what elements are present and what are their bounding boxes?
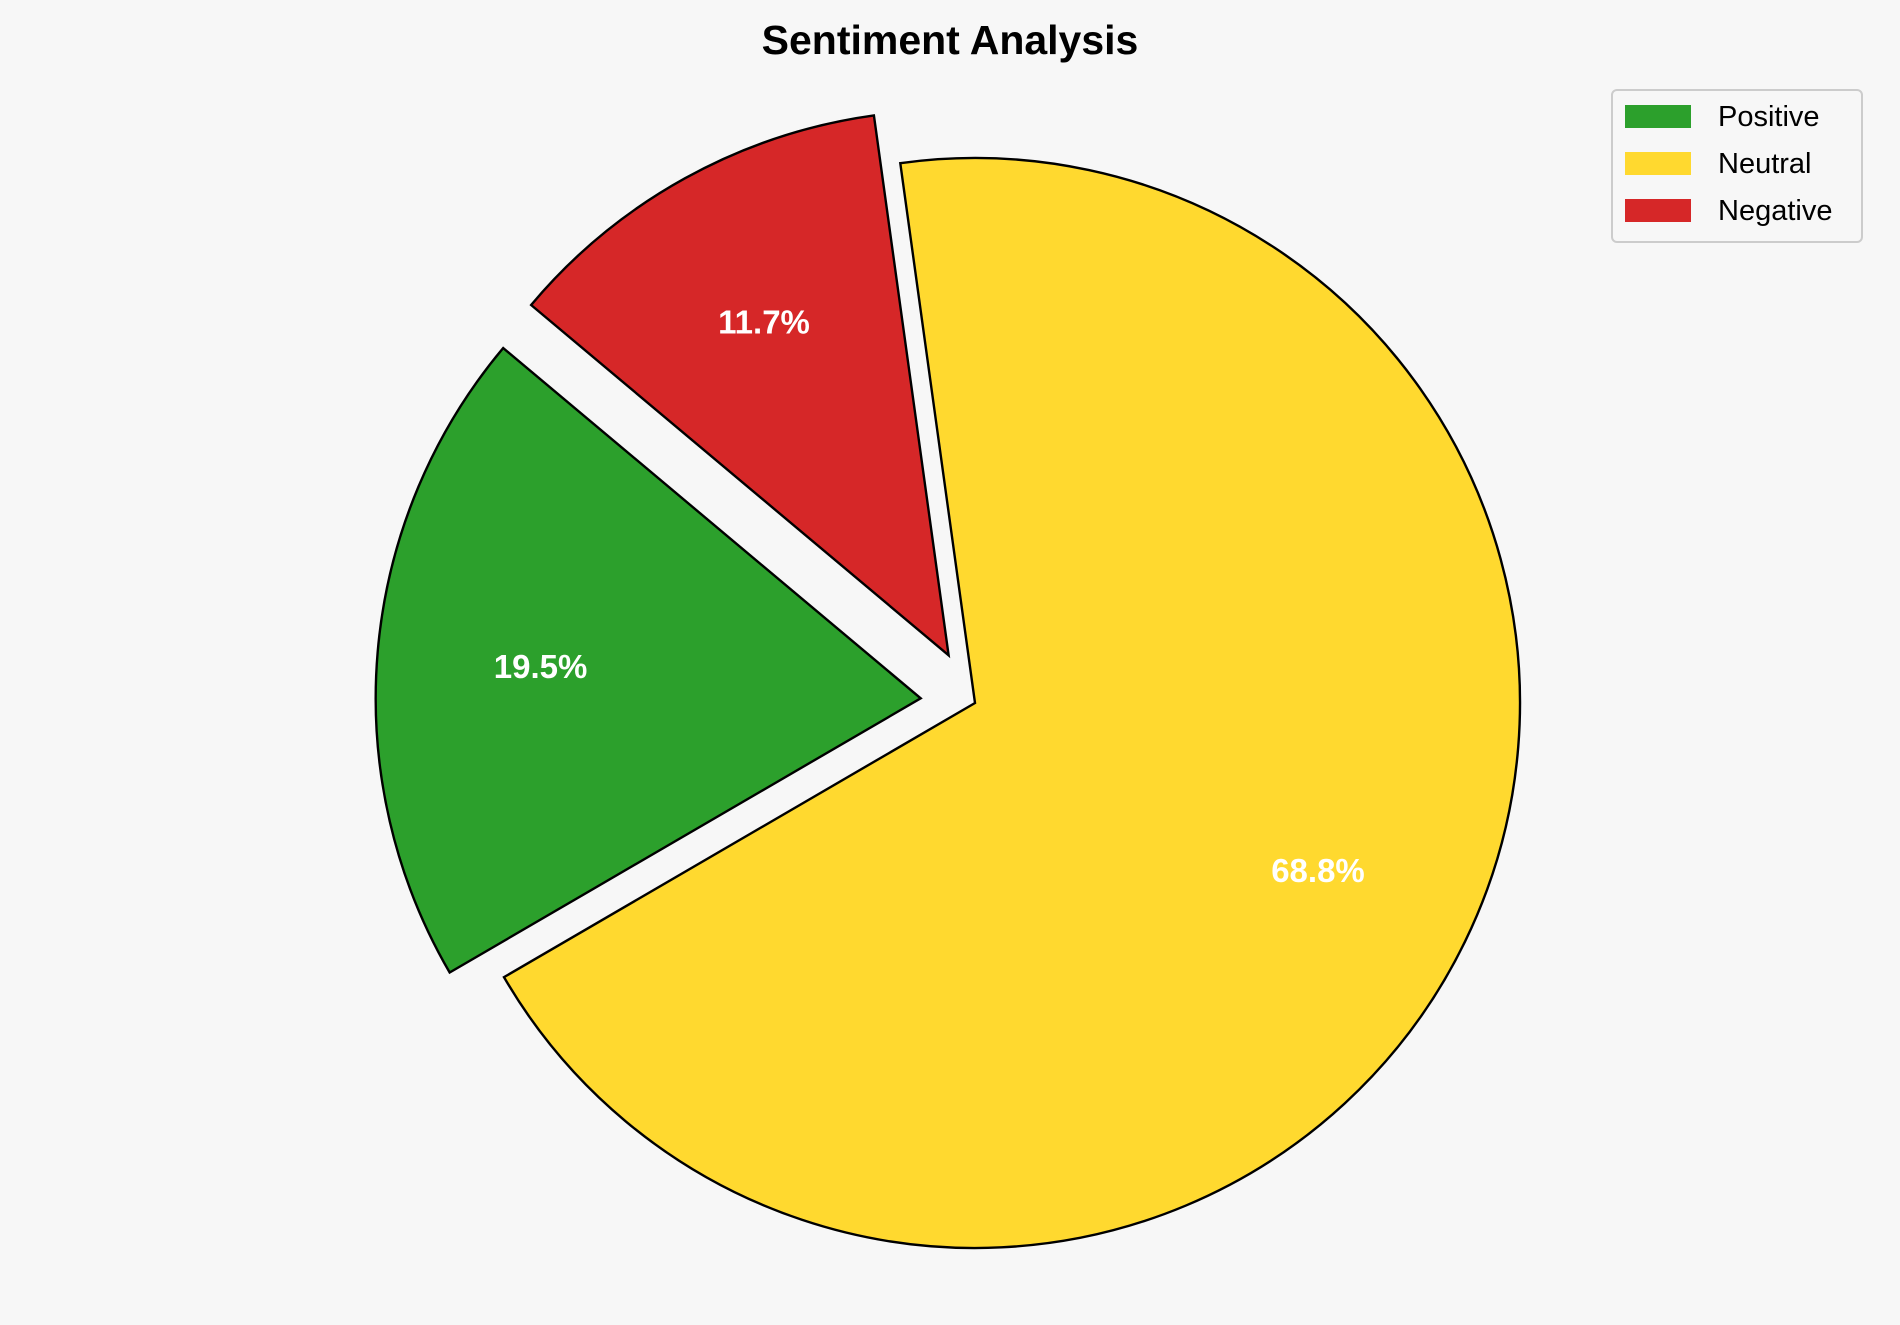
slice-label-neutral: 68.8%	[1271, 852, 1365, 889]
pie-slice-negative	[529, 114, 951, 659]
slice-label-negative: 11.7%	[718, 303, 810, 340]
legend-label-negative: Negative	[1718, 195, 1832, 227]
legend-swatch-positive	[1625, 105, 1691, 128]
chart-title: Sentiment Analysis	[762, 17, 1139, 63]
pie-slice-neutral	[502, 156, 1522, 1250]
pie-slice-positive	[374, 346, 923, 975]
legend-swatch-negative	[1625, 199, 1691, 222]
legend: Positive Neutral Negative	[1611, 89, 1863, 243]
legend-label-positive: Positive	[1718, 101, 1820, 133]
slice-label-positive: 19.5%	[494, 648, 588, 685]
legend-swatch-neutral	[1625, 152, 1691, 175]
legend-label-neutral: Neutral	[1718, 148, 1812, 180]
